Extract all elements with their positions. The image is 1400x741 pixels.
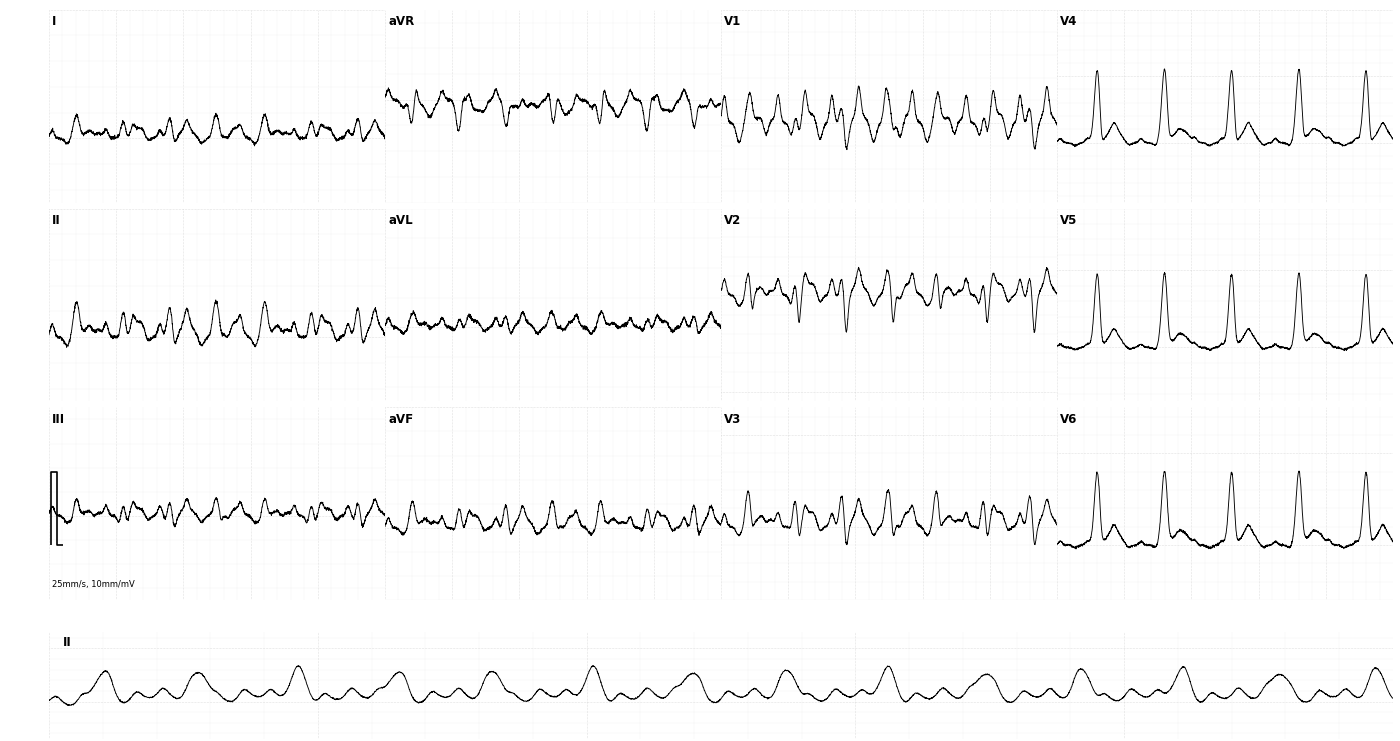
Text: V6: V6: [1060, 413, 1078, 426]
Text: aVF: aVF: [388, 413, 413, 426]
Text: V3: V3: [724, 413, 742, 426]
Text: V1: V1: [724, 16, 742, 28]
Text: aVR: aVR: [388, 16, 414, 28]
Text: II: II: [52, 214, 62, 227]
Text: V5: V5: [1060, 214, 1078, 227]
Text: III: III: [52, 413, 66, 426]
Text: aVL: aVL: [388, 214, 413, 227]
Text: 25mm/s, 10mm/mV: 25mm/s, 10mm/mV: [52, 579, 136, 588]
Text: I: I: [52, 16, 57, 28]
Text: V4: V4: [1060, 16, 1078, 28]
Text: V2: V2: [724, 214, 742, 227]
Text: II: II: [63, 636, 71, 648]
